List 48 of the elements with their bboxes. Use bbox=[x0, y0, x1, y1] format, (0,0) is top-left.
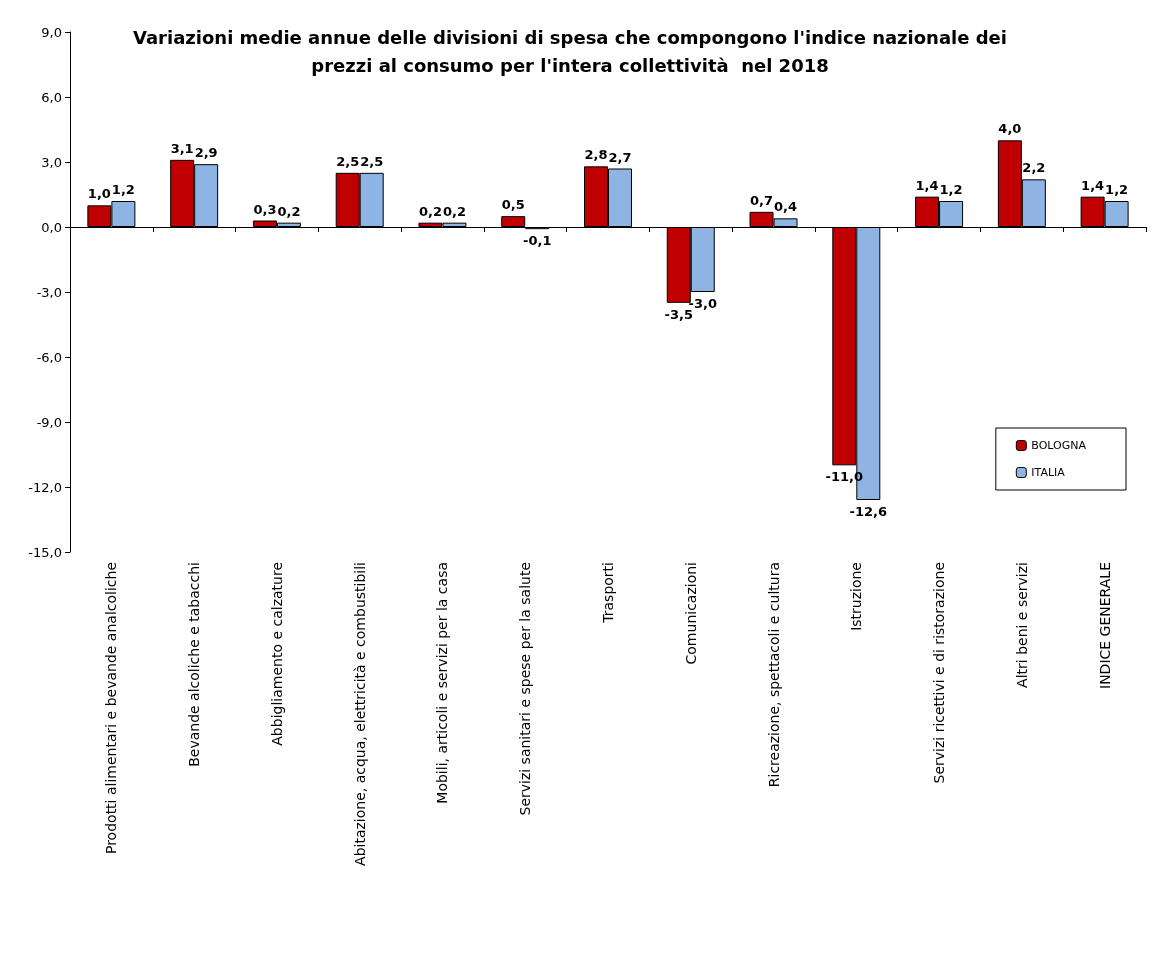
data-label: 0,2 bbox=[418, 203, 442, 219]
data-label: 0,2 bbox=[442, 203, 466, 219]
data-label: 1,4 bbox=[1081, 177, 1105, 193]
x-tick-label: Servizi ricettivi e di ristorazione bbox=[931, 562, 948, 784]
legend-label: ITALIA bbox=[1031, 466, 1066, 479]
y-tick-label: -15,0 bbox=[28, 544, 62, 560]
data-label: 2,7 bbox=[608, 149, 632, 165]
x-tick-label: Mobili, articoli e servizi per la casa bbox=[434, 562, 451, 804]
y-tick-label: 6,0 bbox=[41, 89, 62, 105]
data-label: -12,6 bbox=[849, 504, 888, 519]
x-tick-label: Abitazione, acqua, elettricità e combustibili bbox=[351, 562, 368, 866]
x-tick-label: Abbigliamento e calzature bbox=[268, 562, 285, 746]
data-label: 2,5 bbox=[336, 153, 360, 169]
data-label: 0,2 bbox=[277, 203, 301, 219]
data-label: 1,2 bbox=[111, 182, 135, 197]
y-tick-label: 0,0 bbox=[41, 219, 62, 235]
x-tick-label: Servizi sanitari e spese per la salute bbox=[517, 562, 534, 816]
y-tick-label: -6,0 bbox=[36, 349, 62, 365]
y-tick-label: -9,0 bbox=[36, 414, 62, 430]
y-tick-label: 3,0 bbox=[41, 154, 62, 170]
data-label: 1,2 bbox=[1105, 182, 1129, 197]
data-label: 2,9 bbox=[194, 145, 218, 161]
data-label: 0,5 bbox=[501, 197, 525, 213]
data-label: 2,8 bbox=[584, 147, 608, 163]
x-tick-label: Bevande alcoliche e tabacchi bbox=[186, 562, 203, 767]
data-label: 2,2 bbox=[1022, 160, 1046, 176]
data-label: 4,0 bbox=[998, 121, 1022, 137]
data-label: 1,0 bbox=[87, 186, 111, 202]
y-tick-label: -3,0 bbox=[36, 284, 62, 300]
x-tick-label: Ricreazione, spettacoli e cultura bbox=[765, 562, 782, 788]
x-tick-label: Trasporti bbox=[600, 562, 616, 624]
data-label: 1,2 bbox=[939, 182, 963, 197]
x-tick-label: Prodotti alimentari e bevande analcoliche bbox=[103, 562, 120, 855]
x-tick-label: Istruzione bbox=[848, 562, 865, 631]
data-label: 0,3 bbox=[253, 201, 277, 217]
data-label: 0,7 bbox=[750, 192, 774, 208]
y-tick-label: 9,0 bbox=[41, 24, 62, 40]
data-label: -0,1 bbox=[523, 233, 552, 249]
x-tick-label: Comunicazioni bbox=[682, 562, 699, 665]
text: Variazioni medie annue delle divisioni di spesa che compongono l'indice nazionale dei prezzi al consumo per l'intera collettività nel 2018 bbox=[133, 26, 1007, 76]
data-label: 0,4 bbox=[774, 199, 798, 215]
x-tick-label: INDICE GENERALE bbox=[1096, 562, 1113, 689]
legend-label: BOLOGNA bbox=[1031, 439, 1087, 452]
data-label: 1,4 bbox=[915, 177, 939, 193]
data-label: 2,5 bbox=[360, 153, 384, 169]
y-tick-label: -12,0 bbox=[28, 479, 62, 495]
data-label: 3,1 bbox=[170, 140, 194, 156]
x-tick-label: Altri beni e servizi bbox=[1013, 562, 1030, 688]
